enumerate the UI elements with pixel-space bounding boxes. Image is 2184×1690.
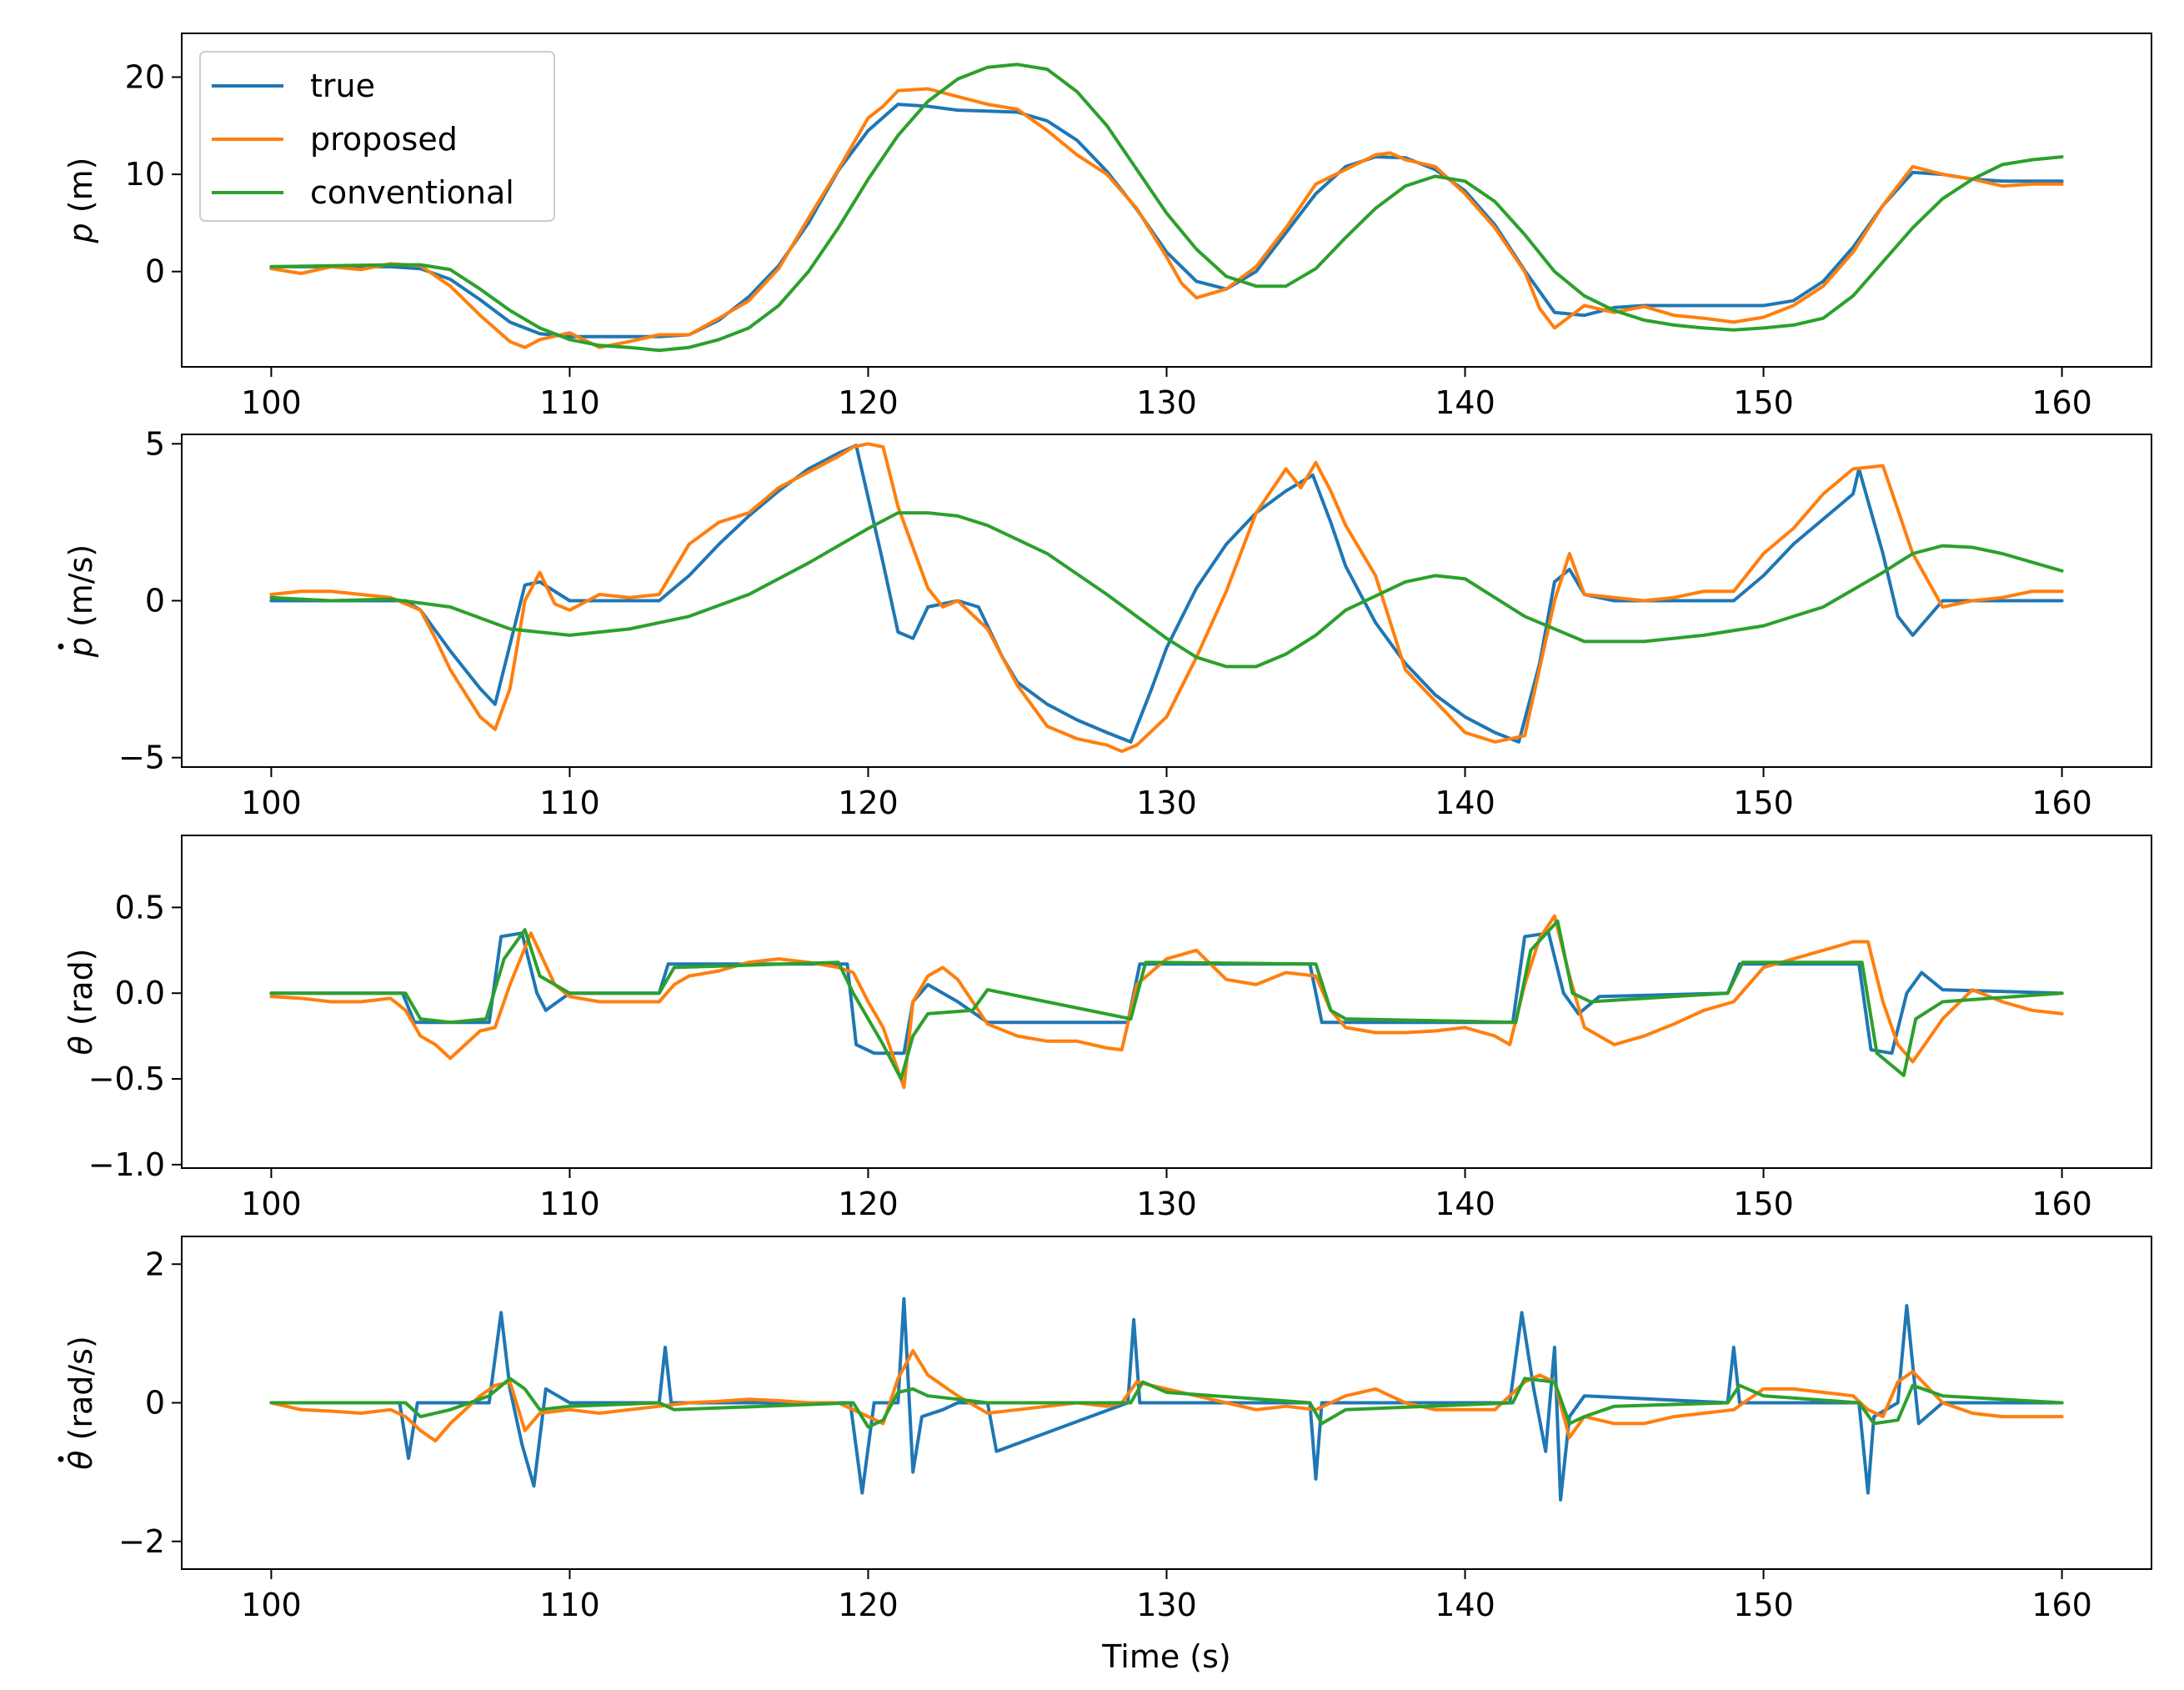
x-tick-label: 160	[2031, 1587, 2092, 1623]
y-axis-label: p (m)	[63, 158, 99, 244]
series-line-true	[269, 931, 2064, 1056]
y-tick-label: 0.0	[115, 975, 165, 1011]
x-tick-label: 110	[539, 1587, 600, 1623]
series-line-conventional	[269, 919, 2064, 1081]
series-line-true	[269, 444, 2064, 744]
series-line-proposed	[269, 1349, 2064, 1443]
y-axis-label: θ (rad/s)	[63, 1336, 99, 1470]
y-axis-unit: (rad/s)	[63, 1336, 99, 1450]
series-group	[269, 442, 2064, 754]
x-tick-label: 100	[241, 1587, 302, 1623]
x-tick-label: 140	[1435, 1587, 1495, 1623]
y-tick-label: 5	[145, 425, 165, 462]
y-axis-unit: (rad)	[63, 948, 99, 1036]
x-tick-label: 120	[838, 1587, 899, 1623]
series-line-true	[269, 1296, 2064, 1502]
y-axis-unit: (m)	[63, 158, 99, 223]
x-tick-label: 110	[539, 785, 600, 821]
series-line-proposed	[269, 87, 2064, 349]
x-tick-label: 160	[2031, 785, 2092, 821]
y-tick-label: −2	[118, 1523, 165, 1560]
series-group	[269, 63, 2064, 353]
panel-4: 100 110 120 130 140 150 160 −2 0 2 θ (rad/s) Time (…	[58, 1236, 2152, 1675]
y-tick-label: 0.5	[115, 889, 165, 925]
legend-label-true: true	[310, 68, 375, 104]
axes-frame	[181, 835, 2152, 1169]
y-axis-symbol: p	[63, 637, 99, 658]
series-group	[269, 914, 2064, 1090]
x-tick-label: 140	[1435, 384, 1495, 421]
series-line-proposed	[269, 442, 2064, 754]
x-tick-label: 120	[838, 1186, 899, 1222]
x-tick-label: 130	[1136, 785, 1197, 821]
y-tick-label: 10	[125, 156, 165, 193]
y-tick-label: 0	[145, 253, 165, 290]
x-tick-label: 100	[241, 1186, 302, 1222]
y-tick-label: 0	[145, 1385, 165, 1422]
x-tick-label: 150	[1733, 1587, 1794, 1623]
x-tick-label: 160	[2031, 1186, 2092, 1222]
y-tick-label: 20	[125, 58, 165, 95]
y-tick-label: −1.0	[88, 1146, 165, 1183]
y-axis-dot-accent	[58, 1456, 64, 1462]
x-tick-label: 110	[539, 1186, 600, 1222]
x-tick-label: 130	[1136, 1186, 1197, 1222]
panel-3: 100 110 120 130 140 150 160 −1.0 −0.5 0.0 0.5 θ (ra…	[63, 835, 2152, 1222]
series-line-conventional	[269, 1377, 2064, 1429]
y-axis-unit: (m/s)	[63, 544, 99, 637]
x-tick-label: 150	[1733, 384, 1794, 421]
y-axis-label: θ (rad)	[63, 948, 99, 1055]
series-line-conventional	[269, 63, 2064, 353]
legend: true proposed conventional	[199, 51, 555, 222]
panel-1: 100 110 120 130 140 150 160 0 10 20 p (m) true propo…	[63, 33, 2152, 421]
series-line-proposed	[269, 914, 2064, 1090]
series-line-conventional	[269, 511, 2064, 669]
x-tick-label: 130	[1136, 384, 1197, 421]
y-tick-label: −5	[118, 740, 165, 776]
x-tick-label: 100	[241, 785, 302, 821]
y-axis-symbol: θ	[63, 1451, 99, 1470]
x-tick-label: 150	[1733, 1186, 1794, 1222]
y-axis-dot-accent	[58, 643, 64, 649]
y-tick-label: −0.5	[88, 1061, 165, 1097]
x-tick-label: 140	[1435, 785, 1495, 821]
legend-box	[199, 51, 555, 222]
x-tick-label: 100	[241, 384, 302, 421]
legend-label-proposed: proposed	[310, 121, 458, 158]
x-tick-label: 140	[1435, 1186, 1495, 1222]
x-tick-label: 120	[838, 785, 899, 821]
x-tick-label: 120	[838, 384, 899, 421]
x-tick-label: 130	[1136, 1587, 1197, 1623]
x-tick-label: 150	[1733, 785, 1794, 821]
x-axis-label: Time (s)	[1101, 1638, 1231, 1675]
y-axis-symbol: p	[63, 223, 99, 243]
x-tick-label: 110	[539, 384, 600, 421]
series-group	[269, 1296, 2064, 1502]
x-tick-label: 160	[2031, 384, 2092, 421]
y-axis-symbol: θ	[63, 1036, 99, 1055]
y-tick-label: 0	[145, 583, 165, 619]
y-axis-label: p (m/s)	[63, 544, 99, 658]
y-tick-label: 2	[145, 1246, 165, 1282]
panel-2: 100 110 120 130 140 150 160 −5 0 5 p (m/s)	[58, 425, 2152, 821]
legend-label-conventional: conventional	[310, 174, 514, 211]
